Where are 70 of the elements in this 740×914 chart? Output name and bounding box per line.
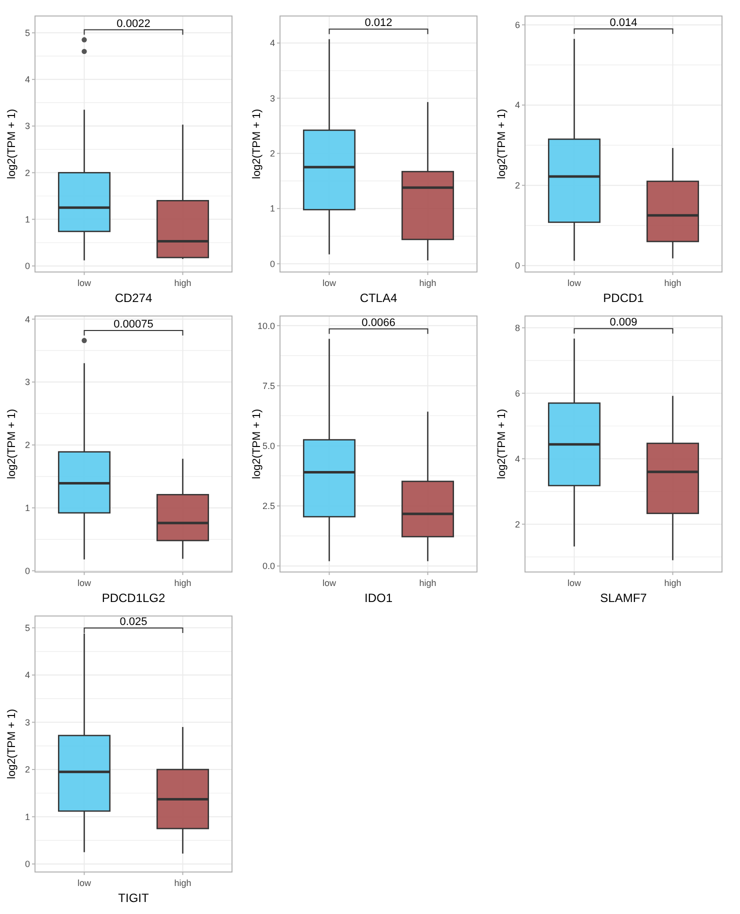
x-tick-label: low (77, 278, 92, 288)
x-tick-label: low (567, 578, 582, 588)
x-axis-title: IDO1 (364, 591, 393, 605)
y-tick-label: 10.0 (257, 320, 275, 331)
x-tick-label: low (77, 878, 92, 888)
y-tick-label: 0.0 (262, 561, 275, 572)
x-tick-label: high (664, 278, 682, 288)
y-tick-label: 8 (514, 322, 520, 333)
x-axis-title: PDCD1LG2 (102, 591, 166, 605)
y-tick-label: 3 (24, 377, 30, 388)
y-tick-label: 7.5 (262, 380, 275, 391)
y-tick-label: 4 (514, 454, 520, 464)
x-tick-label: high (419, 578, 436, 588)
annotation: 0.00075 (114, 318, 154, 331)
y-tick-label: 0 (514, 260, 520, 271)
x-tick-label: high (419, 278, 436, 288)
x-tick-label: low (567, 278, 582, 288)
y-axis-title: log2(TPM + 1) (6, 109, 18, 179)
y-tick-label: 3 (270, 93, 275, 104)
y-tick-label: 0 (24, 859, 30, 870)
y-tick-label: 2 (514, 180, 520, 190)
y-axis-title: log2(TPM + 1) (496, 409, 508, 479)
y-tick-label: 2 (270, 148, 275, 159)
y-tick-label: 0 (24, 566, 30, 576)
y-tick-label: 1 (24, 502, 30, 513)
y-axis-title: log2(TPM + 1) (496, 109, 508, 179)
y-tick-label: 4 (24, 314, 30, 324)
y-tick-label: 2 (24, 440, 30, 450)
x-axis-title: SLAMF7 (600, 591, 648, 605)
annotation: 0.025 (120, 616, 148, 628)
y-tick-label: 2.5 (262, 501, 275, 512)
y-tick-label: 3 (24, 717, 30, 728)
y-axis-title: log2(TPM + 1) (251, 409, 263, 479)
x-axis-title: CTLA4 (360, 291, 398, 305)
y-tick-label: 4 (24, 74, 30, 85)
x-tick-label: high (174, 878, 192, 888)
y-tick-label: 4 (24, 670, 30, 680)
y-tick-label: 0 (24, 261, 30, 272)
y-tick-label: 5.0 (262, 440, 275, 451)
y-tick-label: 1 (24, 214, 30, 224)
y-tick-label: 4 (514, 100, 520, 110)
x-tick-label: low (77, 578, 92, 588)
y-tick-label: 1 (24, 812, 30, 822)
x-axis-title: TIGIT (118, 891, 150, 905)
y-tick-label: 6 (514, 20, 520, 30)
x-tick-label: high (174, 578, 192, 588)
y-tick-label: 0 (270, 258, 275, 269)
annotation: 0.009 (610, 316, 638, 329)
x-tick-label: low (322, 278, 336, 288)
x-axis-title: CD274 (114, 291, 152, 305)
y-axis-title: log2(TPM + 1) (251, 109, 263, 179)
annotation: 0.012 (364, 17, 392, 30)
y-tick-label: 5 (24, 28, 30, 38)
y-tick-label: 2 (24, 764, 30, 775)
annotation: 0.014 (610, 16, 638, 29)
y-axis-title: log2(TPM + 1) (6, 709, 18, 779)
x-tick-label: high (174, 278, 192, 288)
y-tick-label: 6 (514, 388, 520, 398)
annotation: 0.0066 (362, 316, 396, 329)
y-tick-label: 5 (24, 622, 30, 633)
y-tick-label: 2 (24, 168, 30, 178)
y-tick-label: 4 (270, 38, 275, 48)
y-tick-label: 3 (24, 121, 30, 132)
annotation: 0.0022 (116, 18, 150, 30)
x-tick-label: high (664, 578, 682, 588)
x-axis-title: PDCD1 (603, 291, 644, 305)
x-tick-label: low (322, 578, 336, 588)
y-tick-label: 1 (270, 204, 275, 214)
y-tick-label: 2 (514, 519, 520, 530)
y-axis-title: log2(TPM + 1) (6, 409, 18, 479)
